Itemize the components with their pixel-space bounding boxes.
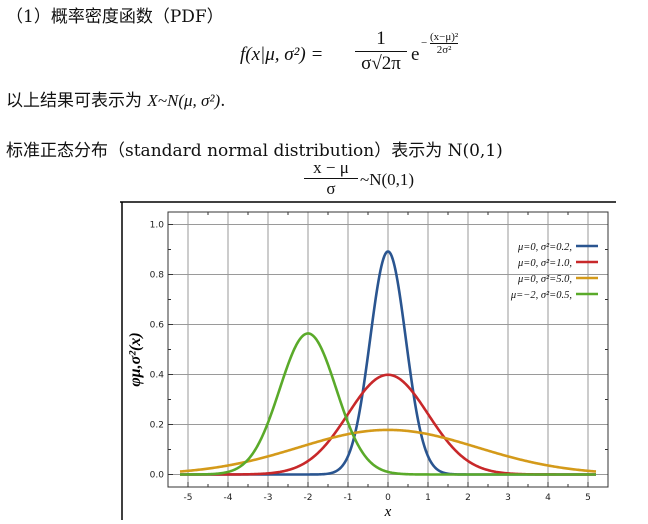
result-text-suffix: . (220, 91, 226, 111)
std-formula-rhs: ~N(0,1) (360, 170, 415, 189)
pdf-formula-numerator: 1 (355, 28, 407, 52)
x-tick-label: 5 (585, 493, 591, 503)
pdf-formula-lhs: f(x|μ, σ²) = (240, 44, 324, 65)
y-axis-label: φμ,σ²(x) (127, 332, 144, 386)
y-tick-label: 0.6 (150, 321, 165, 331)
chart-legend: μ=0, σ²=0.2, μ=0, σ²=1.0, μ=0, σ²=5.0, μ=−2… (510, 242, 598, 301)
y-tick-label: 0.4 (150, 371, 165, 381)
section-heading: （1）概率密度函数（PDF） (6, 7, 224, 27)
pdf-formula-exp-denominator: 2σ² (436, 44, 452, 56)
curve-series-4 (180, 332, 596, 476)
x-tick-label: 2 (465, 493, 471, 503)
x-tick-label: 0 (385, 493, 391, 503)
legend-label: μ=0, σ²=1.0, (517, 258, 572, 269)
y-tick-label: 0.8 (150, 271, 165, 281)
x-tick-label: 1 (425, 493, 431, 503)
normal-distribution-chart: -5 -4 -3 -2 -1 0 1 2 3 4 5 0.0 0.2 0.4 0.6 0.8 1.0 μ=0, … (120, 201, 616, 520)
result-text: 以上结果可表示为 X~N(μ, σ²). (6, 86, 226, 111)
x-axis-label: x (384, 504, 392, 520)
result-text-prefix: 以上结果可表示为 (6, 91, 148, 111)
x-tick-label: -3 (264, 493, 273, 503)
y-tick-label: 1.0 (150, 221, 165, 231)
pdf-formula-fraction: 1 σ√2π (355, 28, 407, 75)
legend-label: μ=0, σ²=0.2, (517, 242, 572, 253)
pdf-formula-denominator: σ√2π (361, 53, 401, 74)
std-formula-numerator: x − μ (304, 158, 358, 179)
std-formula-denominator: σ (326, 179, 336, 198)
pdf-formula-exponent: − (x−μ)² 2σ² (421, 31, 459, 56)
x-tick-label: -1 (344, 493, 353, 503)
x-tick-label: -5 (184, 493, 193, 503)
x-tick-label: -2 (304, 493, 313, 503)
pdf-formula-base: e (411, 44, 420, 65)
legend-label: μ=−2, σ²=0.5, (510, 290, 572, 301)
x-tick-label: -4 (224, 493, 233, 503)
legend-label: μ=0, σ²=5.0, (517, 274, 572, 285)
y-tick-label: 0.2 (150, 421, 164, 431)
std-formula-fraction: x − μ σ (304, 158, 358, 199)
pdf-formula-exp-numerator: (x−μ)² (429, 31, 459, 44)
x-tick-label: 4 (545, 493, 551, 503)
x-tick-label: 3 (505, 493, 511, 503)
pdf-formula-exp-fraction: (x−μ)² 2σ² (429, 31, 459, 56)
y-tick-label: 0.0 (150, 471, 165, 481)
standard-normal-text: 标准正态分布（standard normal distribution）表示为 … (6, 141, 503, 161)
result-text-expr: X~N(μ, σ²) (147, 91, 221, 110)
pdf-formula-exp-sign: − (421, 37, 428, 50)
curve-series-3 (179, 428, 597, 473)
